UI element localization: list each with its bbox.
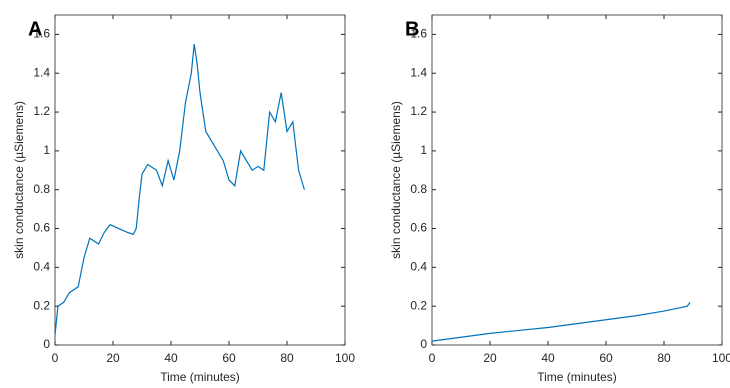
y-tick-label: 1 [43, 143, 50, 157]
panel-label: B [405, 18, 419, 40]
x-tick-label: 20 [483, 351, 497, 365]
x-tick-label: 40 [541, 351, 555, 365]
plot-frame [431, 14, 723, 346]
x-tick-label: 100 [335, 351, 355, 365]
y-axis-label: skin conductance (µSiemens) [12, 101, 26, 259]
y-tick-label: 1.2 [410, 104, 427, 118]
y-tick-label: 1 [420, 143, 427, 157]
x-tick-label: 60 [222, 351, 236, 365]
x-tick-label: 40 [164, 351, 178, 365]
x-axis-label: Time (minutes) [537, 370, 617, 384]
x-tick-label: 80 [657, 351, 671, 365]
y-tick-label: 1.2 [33, 104, 50, 118]
y-tick-label: 0 [420, 337, 427, 351]
y-tick-label: 0.8 [410, 182, 427, 196]
y-tick-label: 0.2 [410, 298, 427, 312]
data-line [54, 44, 305, 336]
y-axis-label: skin conductance (µSiemens) [389, 101, 403, 259]
plot-frame [54, 14, 346, 346]
x-tick-label: 0 [52, 351, 59, 365]
y-tick-label: 0.2 [33, 298, 50, 312]
x-tick-label: 60 [599, 351, 613, 365]
x-tick-label: 20 [106, 351, 120, 365]
y-tick-label: 1.4 [410, 65, 427, 79]
data-line [431, 301, 691, 342]
panel-label: A [28, 18, 42, 40]
x-axis-label: Time (minutes) [160, 370, 240, 384]
y-tick-label: 1.6 [33, 27, 50, 41]
y-tick-label: 0 [43, 337, 50, 351]
x-tick-label: 0 [429, 351, 436, 365]
y-tick-label: 0.6 [410, 221, 427, 235]
y-tick-label: 1.4 [33, 65, 50, 79]
y-tick-label: 0.8 [33, 182, 50, 196]
x-tick-label: 80 [280, 351, 294, 365]
y-tick-label: 0.6 [33, 221, 50, 235]
y-tick-label: 1.6 [410, 27, 427, 41]
y-tick-label: 0.4 [33, 260, 50, 274]
y-tick-label: 0.4 [410, 260, 427, 274]
x-tick-label: 100 [712, 351, 730, 365]
